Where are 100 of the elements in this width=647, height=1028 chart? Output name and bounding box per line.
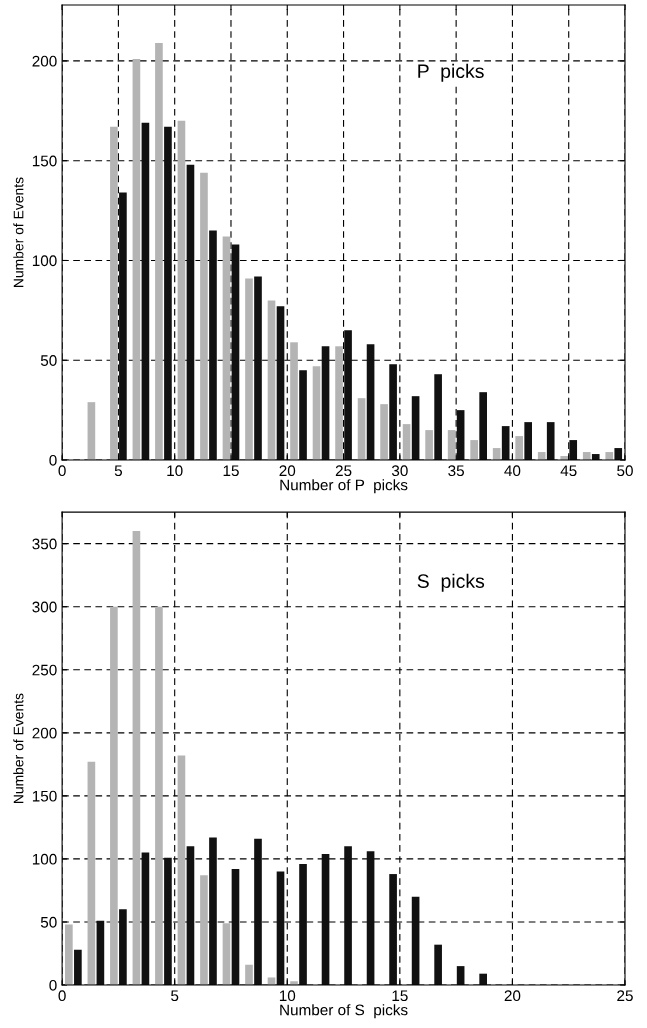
y-axis-title: Number of Events (13, 177, 24, 287)
bar (344, 330, 352, 461)
bar (456, 410, 465, 461)
bar (312, 366, 321, 461)
y-tick-label: 350 (32, 538, 57, 550)
bar (222, 923, 231, 986)
bar (411, 896, 420, 986)
bar (119, 192, 127, 461)
bar (537, 452, 546, 461)
bar (186, 846, 195, 986)
bar (299, 370, 307, 461)
bar (200, 875, 208, 986)
bar (366, 851, 375, 986)
x-tick-label: 40 (504, 465, 521, 477)
bar (141, 852, 150, 986)
x-tick-label: 0 (58, 465, 66, 477)
x-tick-label: 10 (279, 990, 296, 1002)
y-axis-title: Number of Events (13, 693, 24, 804)
bar (164, 126, 172, 461)
x-tick-label: 45 (560, 465, 577, 477)
bar (245, 278, 253, 461)
bar (164, 857, 172, 986)
bar (87, 761, 96, 986)
bar (389, 364, 397, 461)
x-tick-label: 25 (335, 465, 352, 477)
annotation: S picks (417, 573, 485, 592)
x-tick-label: 15 (392, 990, 408, 1002)
bar (582, 452, 591, 461)
bar (389, 874, 397, 986)
bar (155, 606, 163, 986)
bar (209, 837, 217, 986)
x-axis-title: Number of P picks (280, 479, 408, 494)
bar (479, 973, 487, 986)
bar (119, 909, 127, 986)
bar (132, 531, 141, 986)
x-tick-label: 20 (279, 465, 296, 477)
bar (569, 440, 578, 461)
x-tick-label: 30 (391, 465, 408, 477)
bar (96, 920, 105, 986)
bar (366, 344, 375, 461)
bar (614, 448, 623, 461)
bar (434, 944, 442, 986)
bar (231, 244, 240, 461)
bar (155, 42, 163, 461)
bar (321, 346, 330, 461)
x-tick-label: 25 (617, 990, 633, 1002)
bar (276, 306, 285, 461)
bar (434, 374, 442, 461)
y-tick-label: 100 (32, 255, 57, 267)
bar (74, 949, 82, 986)
bar (110, 126, 118, 461)
y-tick-label: 200 (32, 727, 57, 739)
bar (276, 871, 285, 986)
bar (425, 430, 433, 461)
bar (290, 342, 298, 461)
bar (411, 396, 420, 461)
x-tick-label: 20 (504, 990, 521, 1002)
bar (254, 838, 262, 986)
bar (110, 606, 118, 986)
bar (245, 964, 253, 986)
bar (222, 236, 231, 461)
bar (65, 924, 73, 986)
y-tick-label: 100 (32, 853, 57, 865)
bar (479, 392, 487, 461)
bar (231, 869, 240, 986)
bar (254, 276, 262, 461)
bar (132, 58, 141, 461)
bar (267, 300, 276, 461)
bar (177, 120, 186, 461)
y-tick-label: 0 (49, 979, 57, 991)
bar (177, 755, 186, 986)
bar (344, 846, 352, 986)
bar (200, 172, 208, 461)
x-tick-label: 10 (167, 465, 183, 477)
y-tick-label: 200 (32, 55, 57, 67)
bar (141, 122, 150, 461)
bar (299, 863, 307, 986)
bar (209, 230, 217, 461)
bar (470, 440, 478, 461)
bar (605, 452, 614, 461)
x-axis-title: Number of S picks (280, 1004, 408, 1019)
bar (321, 853, 330, 986)
bar (186, 164, 195, 461)
y-tick-label: 50 (40, 355, 57, 366)
bar (515, 436, 524, 461)
x-tick-label: 5 (171, 990, 179, 1002)
x-tick-label: 50 (617, 465, 633, 477)
x-tick-label: 35 (448, 465, 464, 477)
x-tick-label: 15 (223, 465, 239, 477)
bar (87, 402, 96, 461)
bar (380, 404, 388, 461)
y-tick-label: 250 (32, 664, 57, 676)
x-tick-label: 5 (114, 465, 123, 477)
y-tick-label: 150 (32, 155, 57, 167)
y-tick-label: 300 (32, 601, 57, 613)
y-tick-label: 150 (32, 790, 57, 802)
bar (335, 346, 343, 461)
bar (524, 422, 533, 461)
y-tick-label: 0 (49, 454, 57, 466)
x-tick-label: 0 (58, 990, 66, 1002)
